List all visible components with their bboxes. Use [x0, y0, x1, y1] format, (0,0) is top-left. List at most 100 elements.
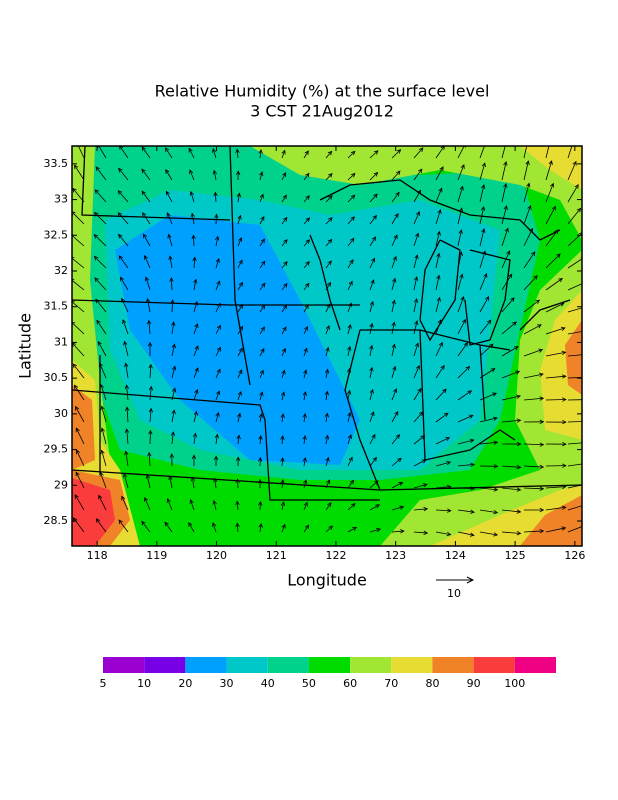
wind-arrow-head [238, 259, 243, 265]
wind-arrow [545, 486, 566, 489]
wind-arrow-head [324, 368, 330, 374]
wind-arrow [303, 348, 308, 357]
wind-arrow [281, 172, 286, 181]
wind-arrow-head [370, 411, 375, 417]
wind-arrow-head [189, 499, 194, 504]
fill-region [540, 290, 582, 440]
wind-arrow [479, 319, 492, 335]
wind-arrow-head [480, 206, 486, 211]
wind-arrow [171, 388, 176, 401]
wind-arrow [303, 261, 310, 269]
wind-arrow [545, 146, 550, 159]
wind-arrow [303, 195, 310, 203]
wind-arrow [170, 277, 173, 291]
wind-arrow [237, 413, 241, 423]
wind-arrow [94, 212, 107, 225]
wind-arrow [435, 275, 440, 291]
wind-arrow [501, 465, 521, 468]
wind-arrow [545, 527, 566, 533]
wind-arrow [191, 213, 195, 225]
wind-arrow [171, 432, 174, 445]
wind-arrow-head [348, 456, 353, 462]
wind-arrow [188, 148, 195, 159]
wind-arrow-head [392, 255, 397, 261]
wind-arrow [523, 487, 544, 490]
wind-arrow [413, 298, 418, 313]
wind-arrow [501, 487, 521, 491]
wind-arrow [74, 164, 85, 181]
wind-arrow [347, 216, 355, 225]
wind-arrow-head [436, 252, 441, 258]
wind-arrow-head [239, 303, 244, 309]
wind-arrow-head [283, 216, 288, 222]
wind-arrow [237, 435, 240, 445]
wind-arrow [545, 160, 553, 181]
wind-arrow [567, 526, 582, 533]
wind-arrow-head [235, 478, 240, 484]
wind-arrow-head [539, 486, 545, 491]
wind-arrow-head [280, 479, 285, 484]
wind-arrow [523, 397, 544, 401]
wind-arrow [72, 363, 85, 379]
wind-arrow-head [194, 323, 199, 328]
wind-arrow [369, 528, 381, 533]
colorbar-label: 40 [261, 677, 275, 690]
wind-arrow [567, 331, 582, 335]
wind-arrow-head [302, 391, 308, 396]
wind-arrow-head [189, 169, 194, 175]
wind-arrow-head [516, 464, 522, 470]
wind-arrow [119, 146, 129, 159]
wind-arrow [479, 417, 498, 423]
wind-arrow-head [467, 390, 473, 395]
wind-arrow-head [258, 149, 263, 154]
wind-arrow-head [118, 233, 123, 239]
wind-arrow [215, 303, 221, 313]
wind-arrow [171, 410, 175, 423]
wind-arrow [391, 530, 404, 533]
wind-arrow [214, 192, 217, 203]
wind-arrow-head [235, 522, 240, 528]
wind-arrow [325, 282, 331, 291]
wind-arrow [413, 343, 419, 357]
wind-arrow [413, 483, 427, 489]
colorbar-label: 30 [220, 677, 234, 690]
wind-arrow-head [465, 365, 471, 371]
wind-arrow-head [328, 525, 334, 531]
wind-arrow-head [213, 477, 218, 483]
y-axis-label: Latitude [16, 313, 35, 379]
wind-arrow-head [514, 346, 519, 351]
wind-arrow-head [261, 282, 266, 288]
wind-arrow [213, 170, 217, 181]
wind-arrow-head [516, 487, 522, 492]
wind-arrow [237, 215, 241, 225]
wind-arrow-head [212, 169, 217, 175]
wind-arrow-head [216, 346, 221, 352]
wind-arrow-head [282, 304, 288, 310]
wind-arrow [413, 233, 419, 247]
wind-arrow [391, 192, 400, 203]
wind-arrow [193, 235, 195, 247]
wind-arrow [523, 205, 531, 225]
wind-arrow-head [392, 365, 397, 371]
wind-arrow [545, 229, 559, 247]
wind-arrow [236, 149, 239, 159]
wind-arrow [281, 436, 284, 445]
wind-arrow-head [282, 172, 287, 177]
wind-arrow-head [418, 168, 423, 174]
wind-arrow [457, 342, 468, 357]
wind-arrow [501, 395, 521, 401]
wind-arrow [94, 277, 107, 291]
wind-arrow-head [211, 522, 217, 527]
wind-arrow-head [235, 500, 240, 506]
colorbar-label: 70 [384, 677, 398, 690]
wind-arrow-head [512, 321, 517, 326]
wind-arrow-head [258, 456, 263, 462]
wind-arrow-head [142, 212, 147, 217]
wind-arrow [146, 474, 151, 489]
wind-arrow [98, 495, 107, 511]
wind-arrow [215, 434, 218, 445]
wind-arrow [166, 212, 173, 225]
wind-arrow [236, 501, 239, 511]
wind-arrow [435, 342, 443, 357]
wind-arrow [435, 461, 451, 467]
